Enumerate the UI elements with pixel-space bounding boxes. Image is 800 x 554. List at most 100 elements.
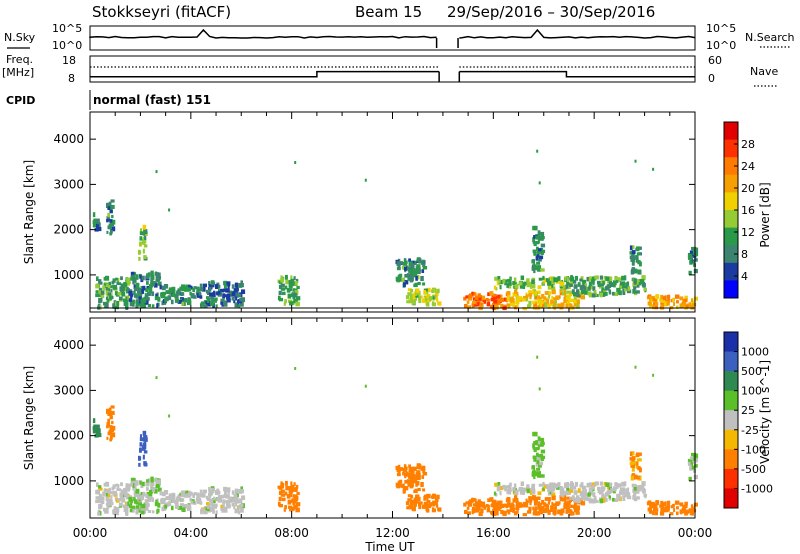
power-cell xyxy=(151,304,155,308)
power-cell xyxy=(578,291,581,296)
colorbar-tick-label: 500 xyxy=(741,365,762,378)
velocity-cell xyxy=(527,510,532,514)
power-cell xyxy=(502,278,506,284)
velocity-cell xyxy=(290,484,295,489)
velocity-cell xyxy=(551,495,556,501)
power-cell xyxy=(132,277,135,282)
power-cell xyxy=(659,298,662,302)
velocity-cell xyxy=(496,486,500,492)
power-cell xyxy=(149,283,153,288)
power-cell xyxy=(631,267,636,271)
power-cell xyxy=(167,295,172,301)
power-cell xyxy=(535,300,538,305)
power-cell xyxy=(499,284,502,290)
power-cell xyxy=(98,290,101,295)
velocity-cell xyxy=(103,482,107,487)
power-cell xyxy=(528,300,532,306)
velocity-cell xyxy=(106,424,109,429)
power-cell xyxy=(648,296,653,300)
velocity-cell xyxy=(396,467,401,472)
power-cell xyxy=(92,212,96,218)
power-cell xyxy=(141,275,145,281)
velocity-cell xyxy=(531,490,536,495)
power-cell xyxy=(112,219,116,225)
power-cell xyxy=(95,293,100,298)
power-cell xyxy=(116,281,119,285)
power-cell xyxy=(477,293,481,298)
power-cell xyxy=(532,300,535,305)
colorbar-swatch xyxy=(724,122,738,141)
power-cell xyxy=(599,292,603,298)
velocity-cell xyxy=(537,445,540,450)
power-cell xyxy=(95,290,100,294)
velocity-cell xyxy=(420,482,424,487)
velocity-cell xyxy=(412,500,416,505)
velocity-cell xyxy=(98,496,101,501)
velocity-cell xyxy=(545,484,549,488)
velocity-colorbar-label: Velocity [m s^-1] xyxy=(758,360,772,464)
velocity-cell xyxy=(509,482,512,487)
power-cell xyxy=(99,290,103,295)
velocity-cell xyxy=(280,489,285,494)
power-cell xyxy=(405,295,410,300)
velocity-cell xyxy=(621,489,626,495)
velocity-cell xyxy=(142,437,146,442)
velocity-cell xyxy=(580,501,586,506)
velocity-y-label: Slant Range [km] xyxy=(22,366,36,470)
power-cell xyxy=(412,268,416,273)
velocity-cell xyxy=(669,512,674,516)
velocity-cell xyxy=(659,511,665,516)
power-cell xyxy=(572,279,577,284)
power-cell xyxy=(549,284,552,289)
velocity-cell xyxy=(143,435,148,440)
power-cell xyxy=(294,161,297,164)
velocity-cell xyxy=(417,487,421,492)
velocity-cell xyxy=(288,505,293,509)
power-cell xyxy=(548,292,551,296)
power-cell xyxy=(536,290,541,294)
nsearch-tick-bottom: 10^0 xyxy=(706,39,736,52)
power-cell xyxy=(487,292,491,297)
velocity-cell xyxy=(542,481,545,486)
velocity-cell xyxy=(588,482,592,487)
velocity-cell xyxy=(537,438,540,442)
power-cell xyxy=(157,296,161,302)
power-cell xyxy=(139,231,144,236)
velocity-cell xyxy=(516,509,519,514)
velocity-cell xyxy=(540,474,545,478)
velocity-cell xyxy=(92,428,96,434)
power-cell xyxy=(499,297,504,303)
velocity-cell xyxy=(513,511,518,516)
power-cell xyxy=(215,284,219,289)
power-cell xyxy=(111,280,115,285)
power-cell xyxy=(524,281,527,286)
velocity-cell xyxy=(610,488,613,493)
velocity-cell xyxy=(622,496,626,501)
colorbar-swatch xyxy=(724,157,738,176)
velocity-cell xyxy=(288,486,291,490)
velocity-cell xyxy=(526,488,530,494)
velocity-cell xyxy=(196,495,200,499)
velocity-cell xyxy=(107,412,112,416)
power-cell xyxy=(532,237,535,242)
velocity-cell xyxy=(597,486,601,491)
velocity-cell xyxy=(98,487,103,491)
velocity-cell xyxy=(101,496,105,501)
power-cell xyxy=(283,302,286,306)
velocity-cell xyxy=(124,509,129,515)
power-cell xyxy=(610,282,613,287)
velocity-cell xyxy=(679,502,684,507)
x-tick-label: 04:00 xyxy=(174,526,209,540)
power-cell xyxy=(472,297,477,301)
velocity-cell xyxy=(579,484,583,488)
power-cell xyxy=(406,265,409,271)
velocity-cell xyxy=(587,497,592,502)
power-cell xyxy=(551,295,554,301)
power-cell xyxy=(662,296,667,301)
power-cell xyxy=(115,277,118,281)
velocity-cell xyxy=(220,504,223,508)
colorbar-tick-label: 28 xyxy=(741,138,755,151)
velocity-cell xyxy=(112,432,116,438)
x-tick-label: 20:00 xyxy=(577,526,612,540)
velocity-cell xyxy=(98,493,102,498)
